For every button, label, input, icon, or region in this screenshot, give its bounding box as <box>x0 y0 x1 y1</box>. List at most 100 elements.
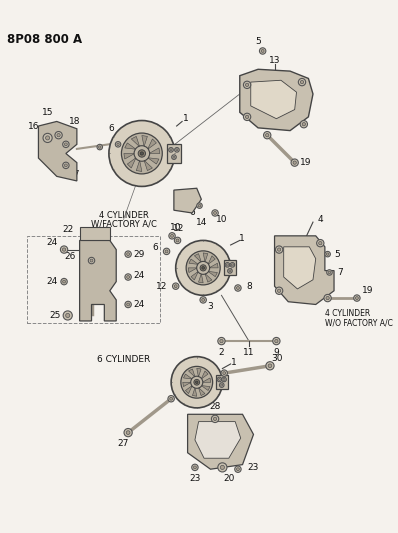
Circle shape <box>90 259 93 262</box>
Circle shape <box>265 134 269 137</box>
Circle shape <box>127 253 130 256</box>
Polygon shape <box>209 263 218 268</box>
Circle shape <box>246 83 249 86</box>
Circle shape <box>244 81 251 88</box>
Circle shape <box>170 149 172 151</box>
Text: 20: 20 <box>223 474 234 483</box>
Circle shape <box>300 120 308 128</box>
Polygon shape <box>194 254 201 262</box>
Circle shape <box>126 431 130 434</box>
Bar <box>27 236 160 323</box>
Circle shape <box>168 395 174 402</box>
Text: 30: 30 <box>271 354 283 363</box>
Circle shape <box>244 113 251 120</box>
Circle shape <box>63 311 72 320</box>
Circle shape <box>277 248 281 251</box>
Circle shape <box>236 287 239 289</box>
Circle shape <box>170 397 173 400</box>
Circle shape <box>229 270 231 272</box>
Text: 10: 10 <box>170 223 181 232</box>
Circle shape <box>277 289 281 293</box>
Circle shape <box>211 415 219 423</box>
Polygon shape <box>195 422 241 458</box>
Circle shape <box>117 143 119 146</box>
Circle shape <box>165 250 168 253</box>
Circle shape <box>140 152 144 155</box>
Text: 15: 15 <box>42 108 53 117</box>
Circle shape <box>171 357 222 408</box>
Bar <box>216 375 228 389</box>
Text: 12: 12 <box>156 281 168 290</box>
Text: 1: 1 <box>239 234 244 243</box>
Polygon shape <box>148 158 159 164</box>
Text: 29: 29 <box>133 249 145 259</box>
Circle shape <box>246 115 249 118</box>
Circle shape <box>354 295 360 301</box>
Polygon shape <box>205 273 212 282</box>
Circle shape <box>169 232 175 239</box>
Polygon shape <box>183 374 192 379</box>
Circle shape <box>261 50 264 52</box>
Circle shape <box>202 298 205 301</box>
Text: 4: 4 <box>318 215 323 224</box>
Polygon shape <box>80 240 116 321</box>
Polygon shape <box>149 148 160 154</box>
Text: 18: 18 <box>69 117 81 126</box>
Circle shape <box>220 340 223 343</box>
Circle shape <box>221 384 223 386</box>
Polygon shape <box>131 136 140 147</box>
Bar <box>224 260 236 276</box>
Circle shape <box>172 283 179 289</box>
Circle shape <box>176 239 179 242</box>
Circle shape <box>61 278 67 285</box>
Polygon shape <box>201 371 208 379</box>
Circle shape <box>235 285 241 291</box>
Text: 23: 23 <box>248 463 259 472</box>
Polygon shape <box>240 69 313 131</box>
Text: 28: 28 <box>209 402 221 411</box>
Text: 16: 16 <box>28 122 40 131</box>
Polygon shape <box>148 139 156 149</box>
Circle shape <box>186 251 220 285</box>
Circle shape <box>134 146 150 161</box>
Polygon shape <box>185 385 192 393</box>
Circle shape <box>109 120 175 187</box>
Circle shape <box>64 164 67 167</box>
Circle shape <box>193 466 196 469</box>
Text: 14: 14 <box>196 217 207 227</box>
Circle shape <box>64 143 67 146</box>
Circle shape <box>213 417 217 421</box>
Circle shape <box>62 280 66 283</box>
Circle shape <box>200 265 206 271</box>
Circle shape <box>125 274 131 280</box>
Polygon shape <box>136 160 142 172</box>
Text: 7: 7 <box>338 268 343 277</box>
Polygon shape <box>188 268 197 272</box>
Polygon shape <box>197 368 201 377</box>
Circle shape <box>217 377 222 382</box>
Text: 6: 6 <box>189 207 195 216</box>
Polygon shape <box>144 160 152 171</box>
Circle shape <box>275 287 283 294</box>
Circle shape <box>176 240 230 295</box>
Polygon shape <box>199 387 205 395</box>
Circle shape <box>324 294 331 302</box>
Circle shape <box>192 464 198 471</box>
Circle shape <box>223 378 225 381</box>
Circle shape <box>60 246 68 253</box>
Polygon shape <box>124 154 135 159</box>
Circle shape <box>231 264 234 266</box>
Circle shape <box>63 141 69 148</box>
Circle shape <box>99 146 101 148</box>
Text: 8: 8 <box>246 281 252 290</box>
Circle shape <box>197 261 210 274</box>
Circle shape <box>328 271 331 273</box>
Circle shape <box>88 257 95 264</box>
Circle shape <box>173 156 175 158</box>
Circle shape <box>127 303 130 306</box>
Circle shape <box>57 134 60 137</box>
Polygon shape <box>174 188 201 213</box>
Polygon shape <box>127 158 136 168</box>
Circle shape <box>325 252 330 257</box>
Circle shape <box>174 237 181 244</box>
